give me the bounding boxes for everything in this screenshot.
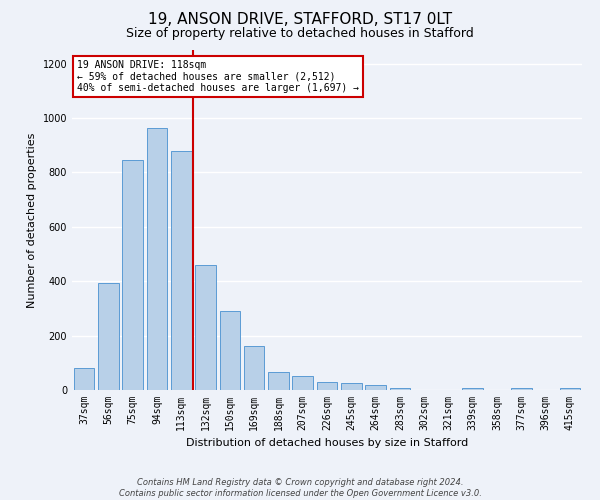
Bar xyxy=(220,311,240,390)
Bar xyxy=(292,376,313,390)
Text: 19, ANSON DRIVE, STAFFORD, ST17 0LT: 19, ANSON DRIVE, STAFFORD, ST17 0LT xyxy=(148,12,452,28)
Y-axis label: Number of detached properties: Number of detached properties xyxy=(27,132,37,308)
Bar xyxy=(122,160,143,390)
Bar xyxy=(244,346,265,390)
Bar xyxy=(463,388,483,390)
Bar xyxy=(560,388,580,390)
Text: 19 ANSON DRIVE: 118sqm
← 59% of detached houses are smaller (2,512)
40% of semi-: 19 ANSON DRIVE: 118sqm ← 59% of detached… xyxy=(77,60,359,94)
X-axis label: Distribution of detached houses by size in Stafford: Distribution of detached houses by size … xyxy=(186,438,468,448)
Bar xyxy=(389,388,410,390)
Bar xyxy=(268,372,289,390)
Bar xyxy=(365,385,386,390)
Bar xyxy=(195,265,216,390)
Bar xyxy=(341,383,362,390)
Text: Contains HM Land Registry data © Crown copyright and database right 2024.
Contai: Contains HM Land Registry data © Crown c… xyxy=(119,478,481,498)
Text: Size of property relative to detached houses in Stafford: Size of property relative to detached ho… xyxy=(126,28,474,40)
Bar xyxy=(74,368,94,390)
Bar xyxy=(511,388,532,390)
Bar xyxy=(317,382,337,390)
Bar xyxy=(171,150,191,390)
Bar xyxy=(146,128,167,390)
Bar xyxy=(98,282,119,390)
